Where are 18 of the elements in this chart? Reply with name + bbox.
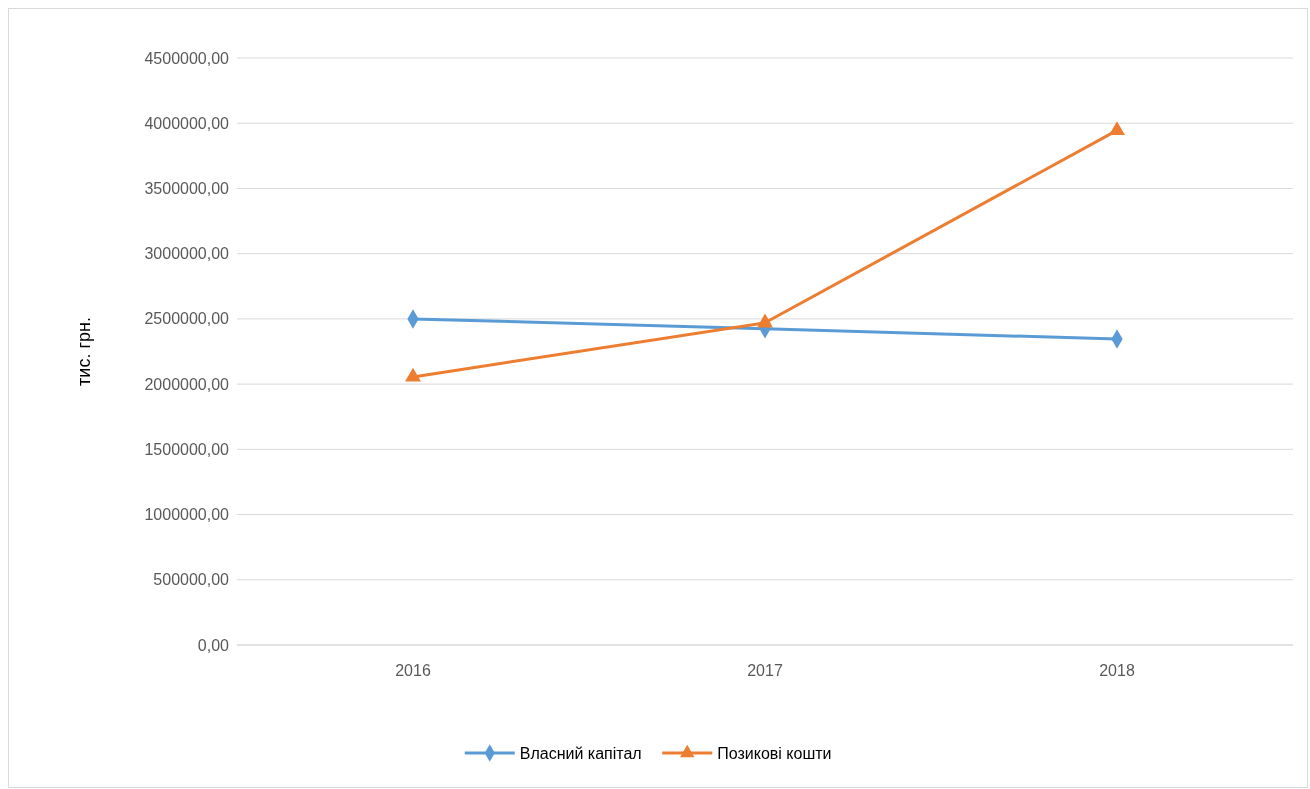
y-tick-label: 0,00 [197,636,230,654]
y-tick-label: 2500000,00 [144,310,230,328]
y-tick-label: 2000000,00 [144,375,230,393]
point [757,313,773,328]
y-tick-label: 4000000,00 [144,114,230,132]
legend-label: Позикові кошти [717,744,832,762]
y-tick-label: 1000000,00 [144,506,230,524]
y-tick-label: 500000,00 [153,571,230,589]
y-tick-label: 4500000,00 [144,49,230,67]
x-tick-label: 2017 [747,662,783,679]
x-tick-label: 2018 [1099,662,1135,679]
x-tick-label: 2016 [395,662,431,679]
y-tick-label: 3500000,00 [144,180,230,198]
legend-label: Власний капітал [519,744,642,762]
y-tick-label: 3000000,00 [144,245,230,263]
point [1109,121,1125,135]
y-axis-title: тис. грн. [74,317,94,386]
y-tick-label: 1500000,00 [144,440,230,458]
